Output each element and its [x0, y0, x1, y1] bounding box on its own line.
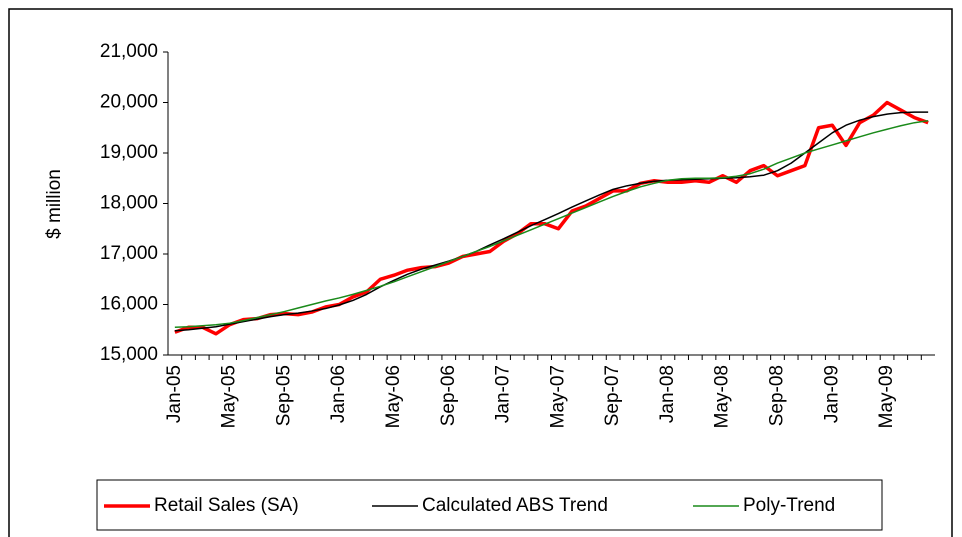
series-line	[174, 119, 929, 328]
x-tick-label: Jan-05	[164, 365, 185, 423]
y-axis-label: $ million	[44, 169, 65, 239]
x-tick-label: May-07	[547, 365, 568, 428]
x-tick-label: May-09	[876, 365, 897, 428]
y-tick-label: 19,000	[100, 142, 158, 163]
x-tick-label: Sep-05	[273, 365, 294, 426]
y-tick-label: 16,000	[100, 294, 158, 315]
y-tick-label: 18,000	[100, 193, 158, 214]
x-tick-label: Sep-07	[602, 365, 623, 426]
x-tick-label: Jan-06	[328, 365, 349, 423]
x-tick-label: May-06	[383, 365, 404, 428]
y-tick-label: 17,000	[100, 243, 158, 264]
chart-frame	[8, 8, 953, 537]
x-tick-label: May-05	[219, 365, 240, 428]
legend-box	[96, 479, 883, 531]
series-line	[174, 100, 929, 336]
y-tick-label: 21,000	[100, 41, 158, 62]
x-tick-label: Jan-07	[493, 365, 514, 423]
x-tick-label: Sep-06	[438, 365, 459, 426]
legend-label: Poly-Trend	[743, 495, 835, 516]
x-tick-label: Jan-09	[821, 365, 842, 423]
legend-label: Calculated ABS Trend	[422, 495, 608, 516]
y-tick-label: 15,000	[100, 344, 158, 365]
series-line	[174, 111, 929, 332]
x-tick-label: Jan-08	[657, 365, 678, 423]
y-tick-label: 20,000	[100, 92, 158, 113]
x-tick-label: Sep-08	[767, 365, 788, 426]
legend-label: Retail Sales (SA)	[154, 495, 299, 516]
x-tick-label: May-08	[712, 365, 733, 428]
